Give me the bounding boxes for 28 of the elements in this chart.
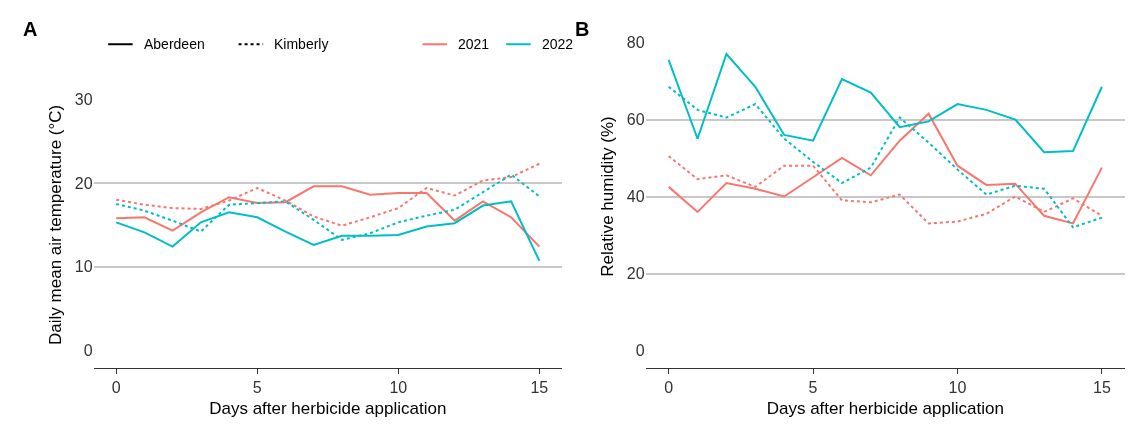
y-tick-label: 0 — [83, 342, 93, 360]
x-tick-label: 15 — [530, 379, 549, 397]
x-axis-title: Days after herbicide application — [766, 398, 1004, 418]
y-tick-label: 0 — [635, 342, 645, 360]
y-tick-label: 20 — [74, 174, 93, 192]
text: 2022 — [542, 36, 574, 52]
text: Kimberly — [274, 36, 329, 52]
chart-title: B — [575, 18, 590, 40]
x-tick-label: 10 — [389, 379, 408, 397]
x-tick-label: 5 — [808, 379, 818, 397]
text: Aberdeen — [144, 36, 205, 52]
line-series — [667, 112, 1103, 225]
y-tick-label: 40 — [626, 188, 645, 206]
x-axis-title: Days after herbicide application — [209, 398, 447, 418]
y-axis-title: Daily mean air temperature (°C) — [46, 104, 66, 345]
y-tick-label: 60 — [626, 111, 645, 129]
y-tick-label: 80 — [626, 34, 645, 52]
chart-title: A — [23, 18, 38, 40]
text: 2021 — [458, 36, 490, 52]
x-tick-label: 10 — [948, 379, 967, 397]
y-tick-label: 20 — [626, 265, 645, 283]
x-tick-label: 0 — [111, 379, 121, 397]
x-tick-label: 5 — [252, 379, 262, 397]
y-tick-label: 10 — [74, 258, 93, 276]
x-tick-label: 0 — [664, 379, 674, 397]
y-tick-label: 30 — [74, 90, 93, 108]
x-tick-label: 15 — [1092, 379, 1111, 397]
y-axis-title: Relative humidity (%) — [598, 116, 618, 277]
